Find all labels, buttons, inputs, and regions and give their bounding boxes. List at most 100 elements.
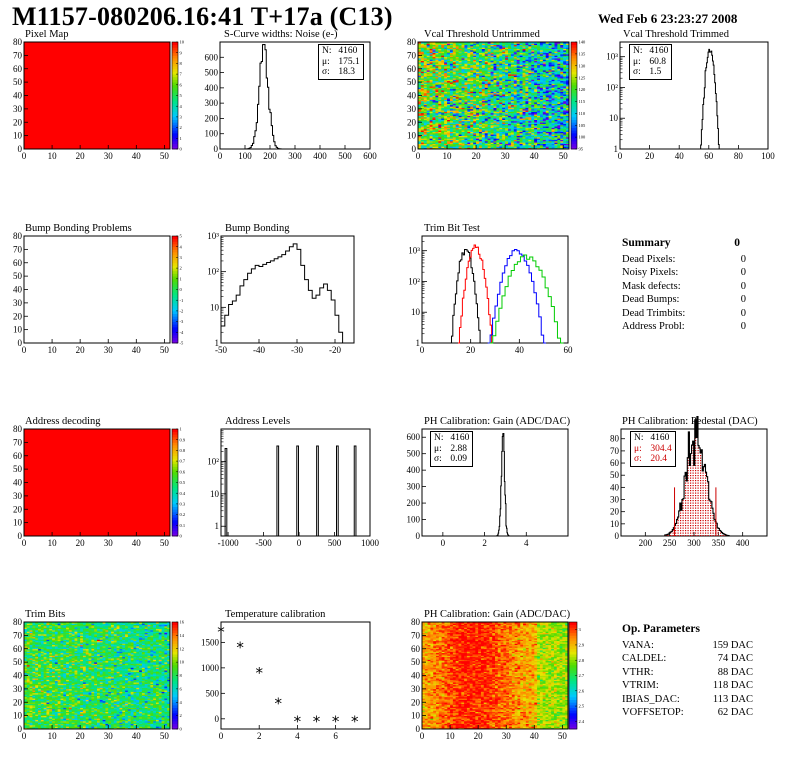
heatmap-cell: [487, 82, 491, 84]
palette-tick-label: 9: [180, 50, 183, 55]
y-tick-label: 50: [610, 470, 620, 480]
heatmap-cell: [26, 714, 30, 716]
heatmap-cell: [441, 42, 445, 44]
heatmap-cell: [510, 90, 515, 92]
heatmap-cell: [525, 92, 529, 95]
heatmap-cell: [441, 54, 445, 56]
heatmap-cell: [563, 123, 567, 126]
heatmap-cell: [432, 108, 436, 111]
heatmap-cell: [464, 52, 468, 55]
heatmap-cell: [481, 123, 486, 126]
heatmap-cell: [519, 87, 523, 90]
heatmap-cell: [551, 139, 555, 142]
heatmap-cell: [432, 43, 436, 46]
heatmap-cell: [478, 136, 483, 139]
heatmap-cell: [534, 94, 538, 96]
heatmap-cell: [566, 60, 570, 63]
heatmap-cell: [537, 139, 541, 142]
heatmap-cell: [432, 92, 436, 95]
palette-swatch: [172, 116, 178, 120]
heatmap-cell: [502, 71, 506, 74]
heatmap-cell: [493, 48, 497, 51]
palette-tick-label: -2: [180, 309, 184, 314]
heatmap-cell: [478, 63, 483, 66]
heatmap-cell: [455, 43, 459, 46]
heatmap-cell: [539, 100, 544, 103]
heatmap-cell: [438, 50, 442, 52]
heatmap-cell: [508, 70, 512, 72]
heatmap-cell: [478, 146, 483, 149]
heatmap-cell: [435, 110, 439, 112]
palette-swatch: [172, 95, 178, 99]
heatmap-cell: [423, 64, 428, 67]
heatmap-cell: [461, 123, 465, 126]
heatmap-cell: [493, 71, 497, 74]
histogram-line: [696, 48, 724, 150]
heatmap-cell: [531, 80, 535, 83]
heatmap-cell: [525, 51, 529, 54]
heatmap-cell: [542, 98, 547, 100]
heatmap-cell: [484, 112, 489, 115]
heatmap-cell: [418, 86, 422, 88]
heatmap-cell: [458, 67, 462, 70]
heatmap-cell: [423, 54, 428, 56]
heatmap-cell: [24, 627, 28, 630]
heatmap-cell: [484, 84, 489, 87]
heatmap-cell: [519, 79, 523, 82]
heatmap-cell: [441, 128, 445, 131]
heatmap-cell: [542, 122, 547, 124]
heatmap-cell: [426, 106, 430, 108]
heatmap-cell: [441, 63, 445, 66]
heatmap-cell: [461, 103, 465, 106]
heatmap-cell: [519, 144, 523, 147]
heatmap-cell: [467, 103, 471, 106]
heatmap-cell: [461, 79, 465, 82]
heatmap-cell: [470, 103, 474, 106]
heatmap-cell: [464, 143, 468, 146]
heatmap-cell: [487, 44, 491, 47]
heatmap-cell: [542, 131, 547, 134]
heatmap-cell: [545, 114, 550, 116]
heatmap-cell: [484, 134, 489, 136]
heatmap-cell: [522, 88, 526, 91]
heatmap-cell: [516, 67, 520, 70]
heatmap-cell: [444, 106, 448, 108]
heatmap-cell: [24, 706, 28, 708]
heatmap-cell: [496, 110, 500, 112]
heatmap-cell: [438, 91, 442, 94]
heatmap-cell: [560, 114, 564, 116]
heatmap-cell: [26, 666, 30, 668]
heatmap-cell: [455, 102, 459, 104]
heatmap-cell: [435, 98, 439, 100]
heatmap-cell: [502, 56, 506, 59]
heatmap-cell: [531, 100, 535, 103]
heatmap-cell: [484, 43, 489, 46]
heatmap-cell: [435, 60, 439, 63]
heatmap-cell: [534, 87, 538, 90]
heatmap-cell: [560, 78, 564, 80]
heatmap-cell: [493, 130, 497, 132]
heatmap-cell: [516, 44, 520, 47]
heatmap-cell: [528, 142, 532, 144]
heatmap-cell: [473, 51, 477, 54]
heatmap-cell: [566, 55, 570, 58]
heatmap-cell: [444, 142, 448, 144]
heatmap-cell: [426, 139, 430, 142]
heatmap-cell: [516, 100, 520, 103]
heatmap-cell: [505, 96, 509, 99]
heatmap-cell: [548, 102, 552, 104]
heatmap-cell: [537, 120, 541, 123]
heatmap-cell: [554, 96, 558, 99]
heatmap-cell: [426, 74, 430, 76]
heatmap-cell: [502, 66, 506, 68]
heatmap-cell: [551, 60, 555, 63]
heatmap-cell: [420, 120, 425, 123]
heatmap-cell: [499, 112, 503, 115]
heatmap-cell: [490, 104, 494, 107]
heatmap-cell: [470, 67, 474, 70]
heatmap-cell: [438, 103, 442, 106]
heatmap-cell: [24, 632, 28, 635]
heatmap-cell: [566, 88, 570, 91]
heatmap-cell: [464, 50, 468, 52]
heatmap-cell: [29, 703, 33, 706]
